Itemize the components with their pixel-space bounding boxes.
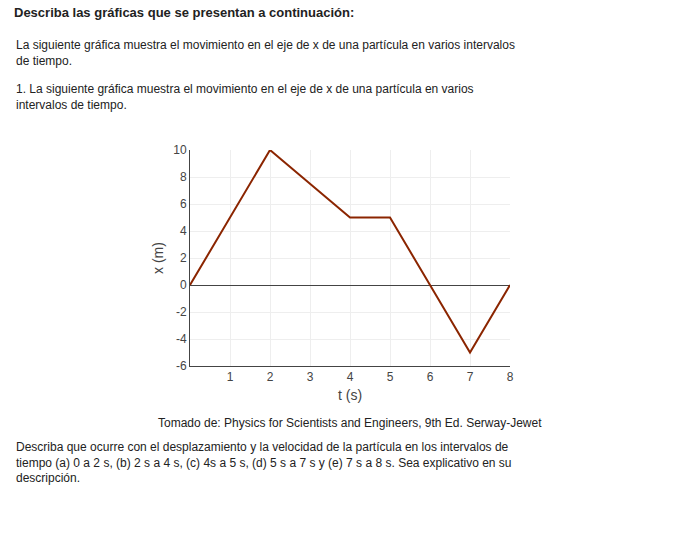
svg-text:-2: -2	[176, 305, 187, 319]
svg-text:10: 10	[173, 143, 187, 157]
svg-text:8: 8	[180, 170, 187, 184]
svg-text:7: 7	[467, 370, 474, 384]
svg-text:x (m): x (m)	[150, 242, 166, 274]
svg-text:6: 6	[180, 197, 187, 211]
svg-text:6: 6	[427, 370, 434, 384]
svg-text:0: 0	[180, 278, 187, 292]
svg-text:1. La siguiente gráfica muestr: 1. La siguiente gráfica muestra el movim…	[16, 82, 474, 112]
svg-text:t (s): t (s)	[338, 387, 362, 403]
svg-text:1: 1	[227, 370, 234, 384]
svg-text:2: 2	[180, 251, 187, 265]
svg-text:La siguiente gráfica muestra e: La siguiente gráfica muestra el movimien…	[16, 38, 515, 68]
svg-text:Describa las gráficas que se p: Describa las gráficas que se presentan a…	[14, 5, 354, 20]
svg-text:-6: -6	[176, 359, 187, 373]
svg-text:2: 2	[267, 370, 274, 384]
svg-text:8: 8	[507, 370, 514, 384]
svg-text:-4: -4	[176, 332, 187, 346]
svg-text:4: 4	[347, 370, 354, 384]
svg-text:5: 5	[387, 370, 394, 384]
svg-text:Tomado de: Physics for Scienti: Tomado de: Physics for Scientists and En…	[158, 416, 542, 430]
svg-text:3: 3	[307, 370, 314, 384]
svg-text:Describa que ocurre con el des: Describa que ocurre con el desplazamient…	[16, 440, 512, 485]
svg-text:4: 4	[180, 224, 187, 238]
